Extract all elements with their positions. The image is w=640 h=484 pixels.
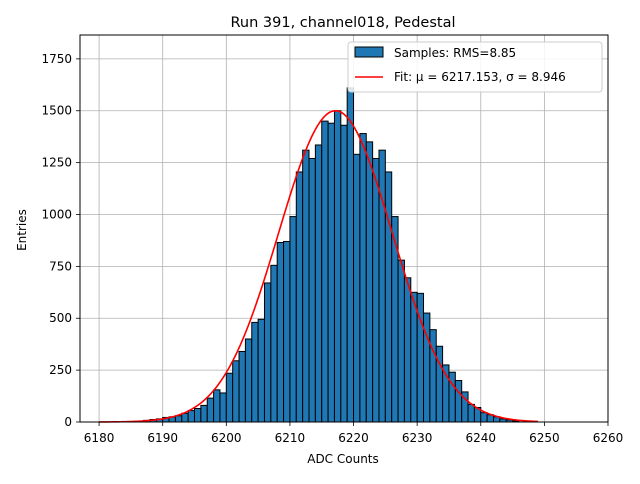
y-tick-label: 1500 (41, 104, 72, 118)
histogram-bar (283, 240, 291, 423)
histogram-bar (353, 153, 361, 423)
histogram-bar (397, 259, 405, 423)
legend-histogram-swatch (354, 46, 384, 58)
histogram-bar (244, 338, 253, 423)
x-tick-label: 6240 (465, 431, 496, 445)
histogram-bar (327, 122, 335, 423)
histogram-bar (333, 110, 342, 423)
histogram-bar (213, 389, 221, 423)
x-axis-label: ADC Counts (307, 452, 379, 466)
histogram-bar (194, 408, 202, 423)
histogram-bar (238, 350, 246, 423)
histogram-bar (314, 144, 323, 423)
histogram-bar (174, 415, 183, 423)
axes (79, 34, 609, 423)
tick-labels: 6180 6190 6200 6210 6220 6230 6240 6250 6260 0 250… (41, 52, 623, 445)
histogram-bar (308, 157, 316, 423)
histogram-bar (257, 318, 265, 423)
histogram-bar (270, 264, 278, 423)
x-tick-label: 6200 (211, 431, 242, 445)
y-tick-label: 500 (49, 311, 72, 325)
histogram-bar (372, 157, 380, 423)
histogram-bar (263, 282, 272, 423)
histogram-bar (232, 360, 240, 423)
histogram-bar (187, 410, 196, 423)
histogram-bar (295, 171, 304, 423)
histogram-bar (346, 87, 355, 423)
x-tick-label: 6180 (84, 431, 115, 445)
plot-frame (79, 34, 609, 423)
legend: Samples: RMS=8.85 Fit: μ = 6217.153, σ =… (347, 41, 603, 93)
histogram-bar (454, 379, 463, 423)
histogram-bar (251, 321, 259, 423)
x-tick-label: 6220 (338, 431, 369, 445)
histogram-bar (206, 397, 215, 423)
y-tick-label: 1250 (41, 156, 72, 170)
y-tick-label: 1750 (41, 52, 72, 66)
x-tick-label: 6210 (275, 431, 306, 445)
histogram-bar (200, 404, 208, 423)
histogram-bar (289, 216, 297, 423)
y-axis-label: Entries (15, 209, 29, 251)
y-tick-label: 1000 (41, 207, 72, 221)
x-tick-label: 6190 (147, 431, 178, 445)
histogram-bar (321, 120, 329, 423)
histogram-bar (276, 242, 285, 423)
x-tick-label: 6260 (593, 431, 624, 445)
histogram-bar (302, 149, 310, 423)
legend-histogram-label: Samples: RMS=8.85 (394, 46, 516, 60)
y-tick-label: 250 (49, 363, 72, 377)
histogram-bar (219, 392, 227, 423)
legend-frame (347, 41, 603, 93)
histogram-bar (403, 277, 412, 423)
histogram-bar (340, 124, 348, 423)
y-tick-label: 0 (64, 415, 72, 429)
chart-title: Run 391, channel018, Pedestal (230, 15, 455, 31)
fit-curve-layer (99, 109, 539, 423)
histogram-bar (429, 329, 437, 423)
gaussian-fit-curve (99, 109, 539, 423)
histogram-bar (359, 133, 367, 423)
histogram-bar (225, 372, 234, 423)
histogram-bar (410, 291, 418, 423)
x-tick-label: 6230 (402, 431, 433, 445)
histogram-bar (181, 412, 189, 423)
x-tick-label: 6250 (529, 431, 560, 445)
y-tick-label: 750 (49, 259, 72, 273)
legend-fit-label: Fit: μ = 6217.153, σ = 8.946 (394, 70, 566, 84)
histogram-bar (384, 171, 393, 423)
histogram-bar (365, 141, 374, 423)
histogram-bar (480, 412, 488, 423)
histogram-bar (467, 403, 475, 423)
